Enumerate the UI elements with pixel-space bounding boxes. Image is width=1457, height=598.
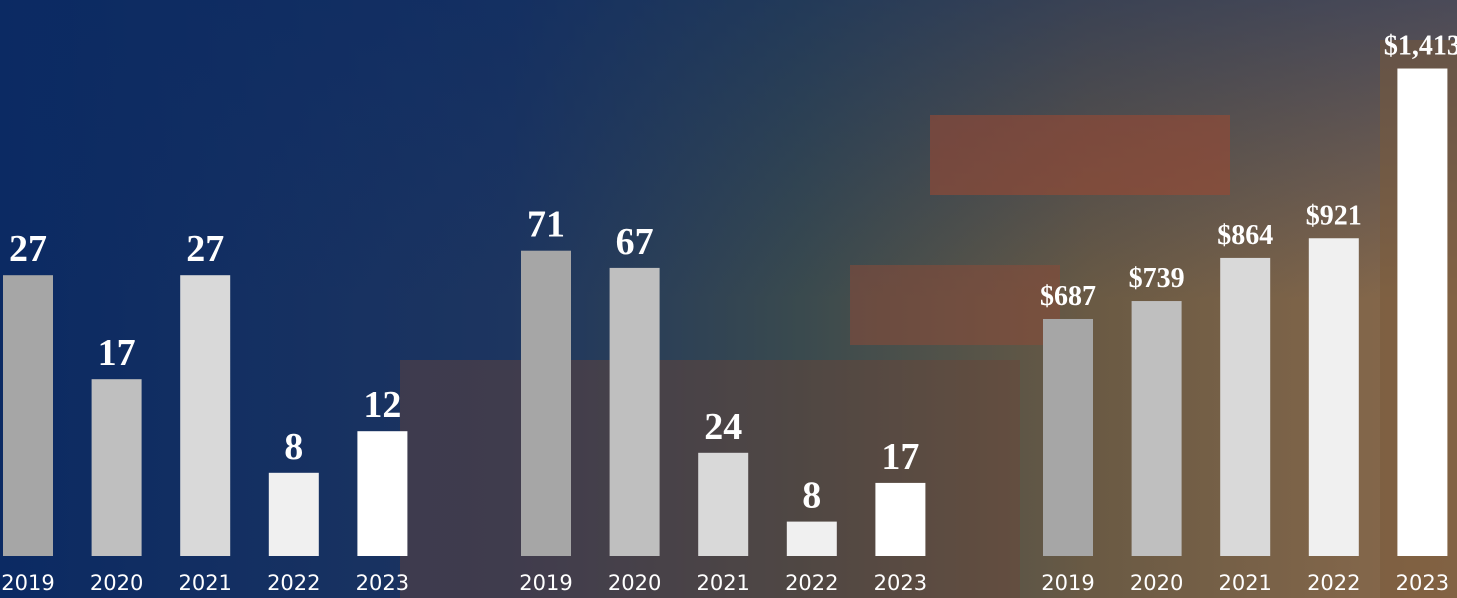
bar <box>698 452 749 556</box>
bar <box>91 379 142 556</box>
bar <box>521 250 571 556</box>
value-label: 17 <box>98 332 136 374</box>
bar <box>3 275 53 556</box>
value-label: 8 <box>284 426 303 468</box>
x-tick-label: 2023 <box>1396 571 1449 595</box>
bar <box>786 521 837 556</box>
x-tick-label: 2019 <box>1 571 54 595</box>
bar <box>1043 318 1093 556</box>
value-label: 17 <box>881 436 919 478</box>
x-tick-label: 2019 <box>1041 571 1094 595</box>
value-label: 71 <box>527 204 565 246</box>
roof <box>930 115 1230 195</box>
x-tick-label: 2022 <box>1307 571 1360 595</box>
x-tick-label: 2021 <box>696 571 749 595</box>
x-tick-label: 2023 <box>356 571 409 595</box>
bar <box>268 472 319 556</box>
x-tick-label: 2022 <box>785 571 838 595</box>
value-label: 27 <box>9 228 47 270</box>
x-tick-label: 2022 <box>267 571 320 595</box>
bar <box>1397 68 1448 556</box>
bar <box>609 267 660 556</box>
roof <box>850 265 1060 345</box>
bar <box>180 275 231 556</box>
x-tick-label: 2021 <box>1218 571 1271 595</box>
x-tick-label: 2019 <box>519 571 572 595</box>
bar <box>1220 257 1271 556</box>
value-label: 8 <box>802 475 821 517</box>
value-label: $864 <box>1217 220 1273 251</box>
value-label: $921 <box>1306 200 1362 231</box>
value-label: $1,413 <box>1384 31 1457 62</box>
x-tick-label: 2020 <box>1130 571 1183 595</box>
value-label: $687 <box>1040 281 1096 312</box>
bar <box>1308 238 1359 556</box>
value-label: 24 <box>704 406 742 448</box>
x-tick-label: 2020 <box>608 571 661 595</box>
value-label: 27 <box>186 228 224 270</box>
x-tick-label: 2023 <box>874 571 927 595</box>
value-label: 12 <box>363 384 401 426</box>
bar <box>875 482 926 556</box>
value-label: 67 <box>616 221 654 263</box>
value-label: $739 <box>1129 263 1185 294</box>
x-tick-label: 2020 <box>90 571 143 595</box>
bar <box>357 431 408 556</box>
bar <box>1131 301 1182 556</box>
x-tick-label: 2021 <box>178 571 231 595</box>
